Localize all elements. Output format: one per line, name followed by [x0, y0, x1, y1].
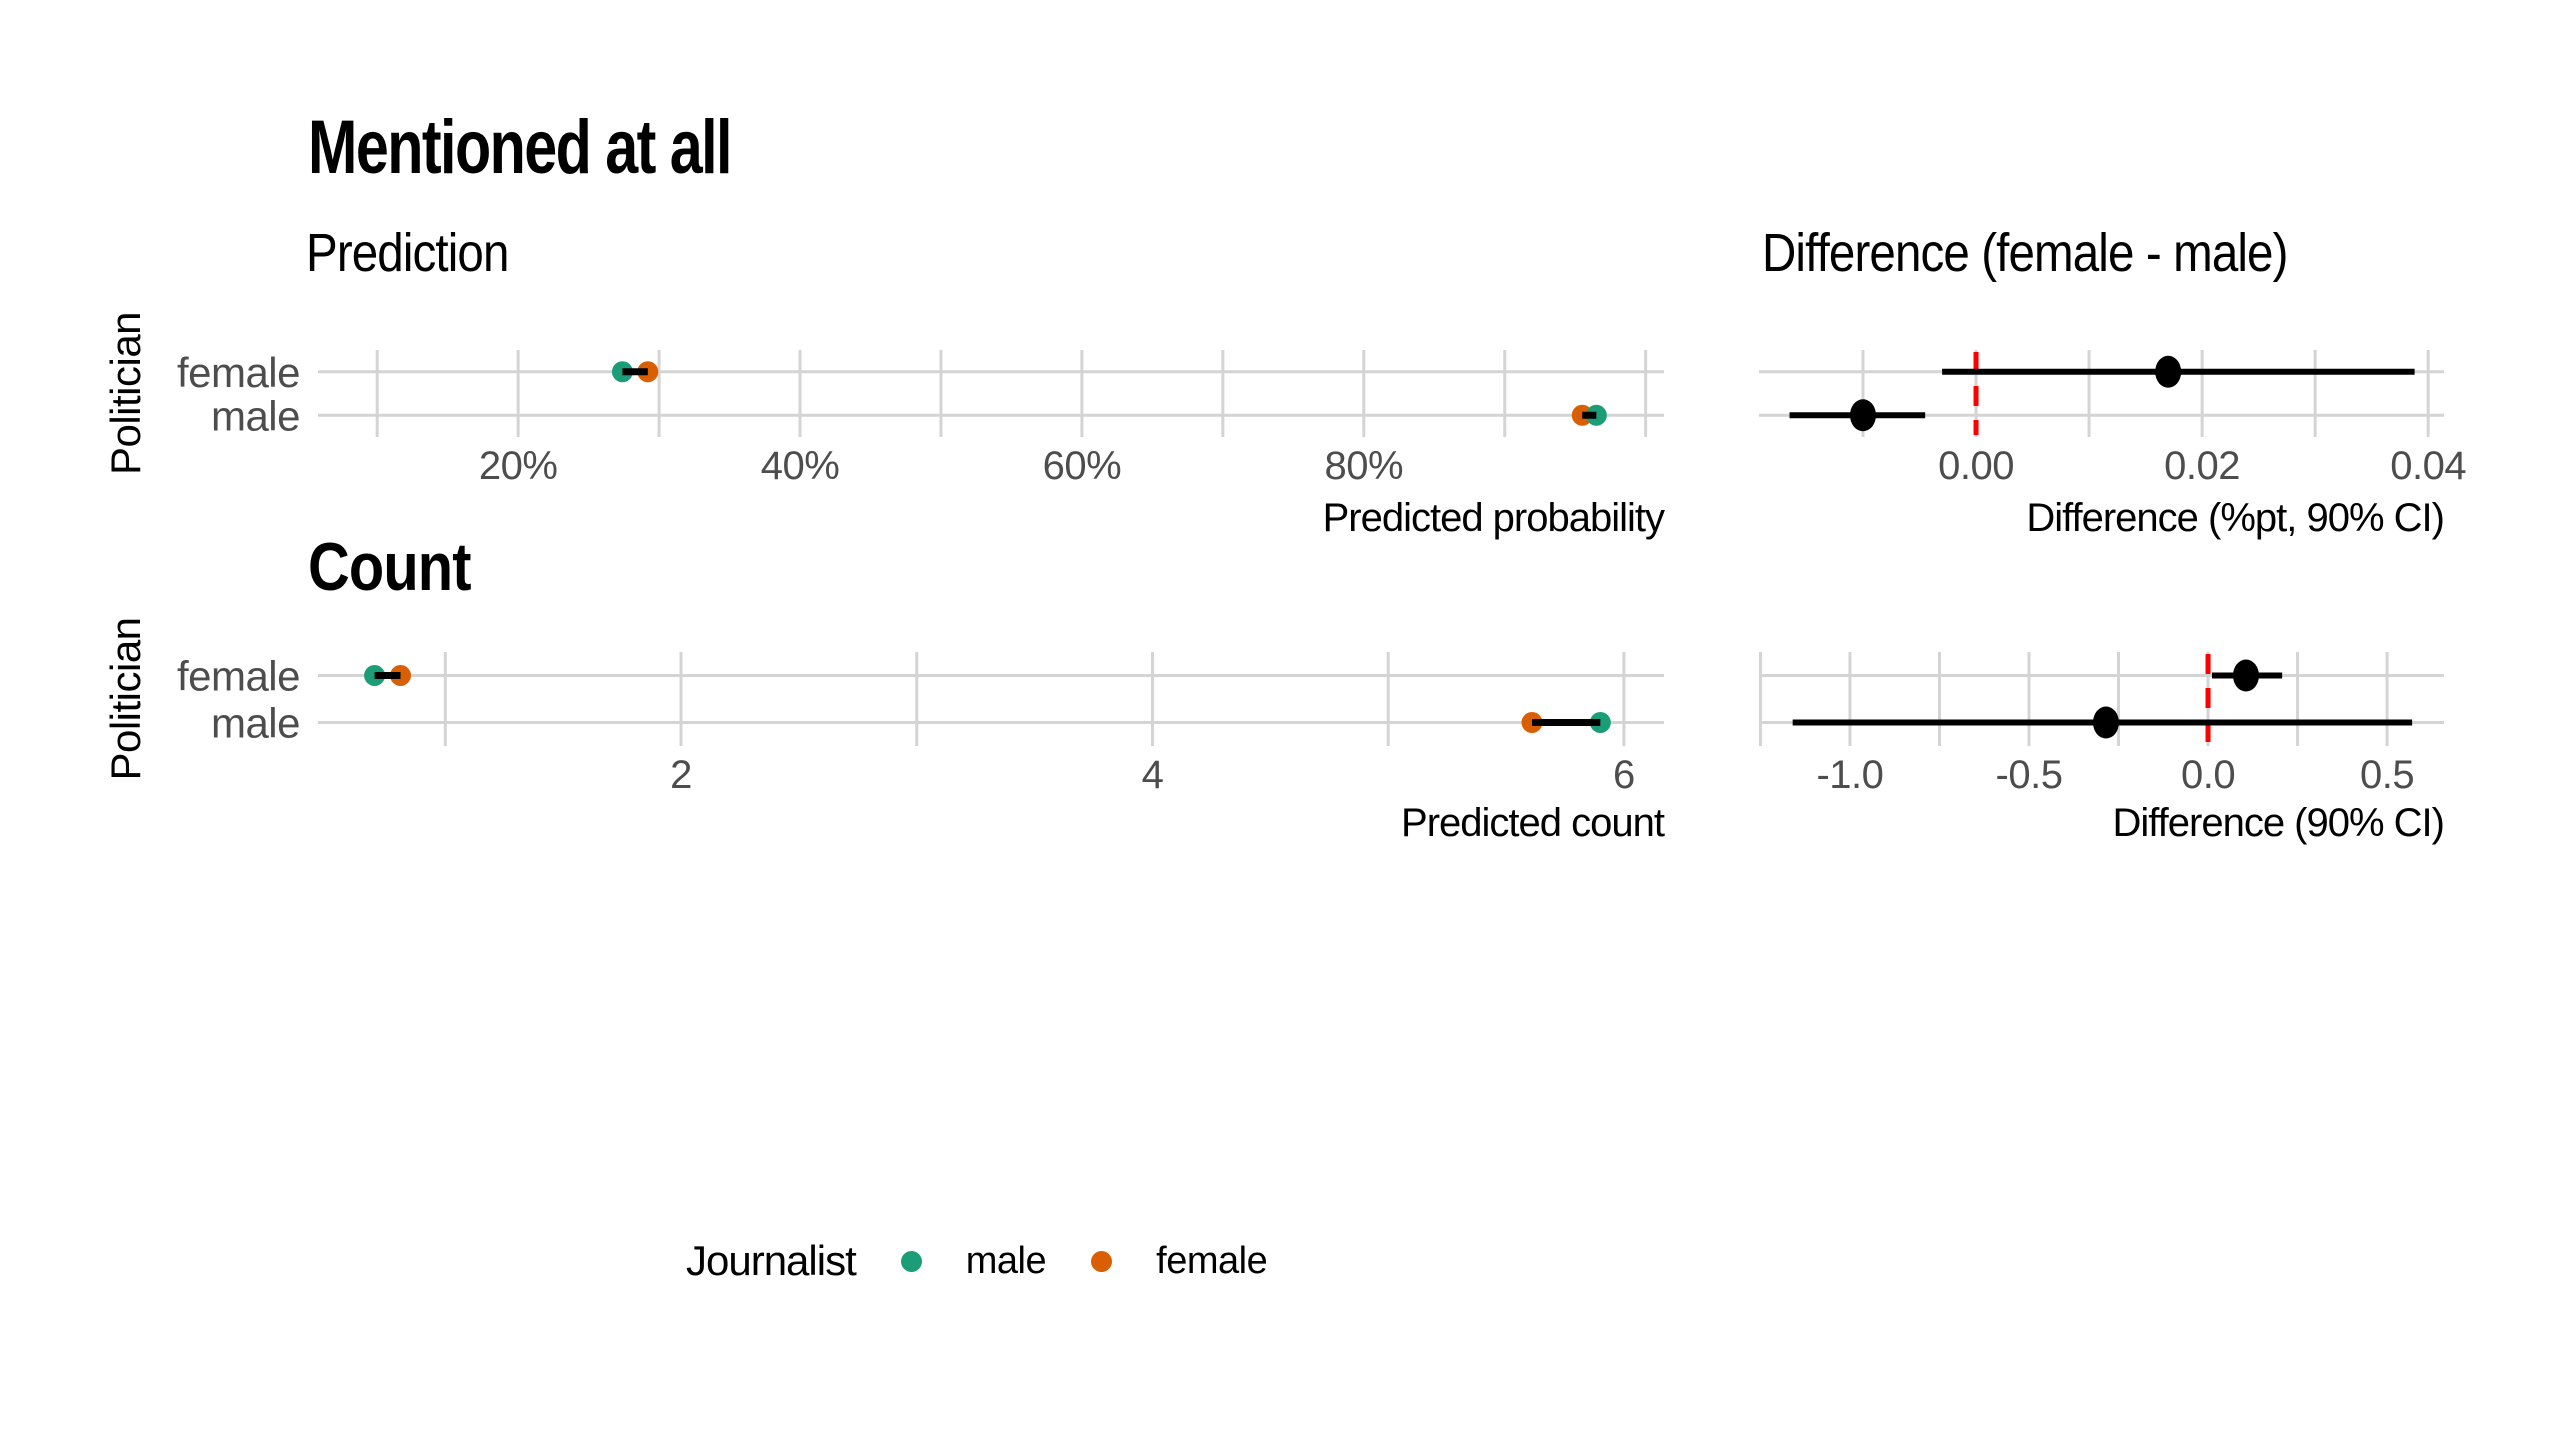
x-axis-title: Difference (%pt, 90% CI) [2026, 496, 2444, 540]
category-label-female: female [177, 349, 300, 396]
legend-item-male: male [900, 1239, 1047, 1283]
x-tick-label: 4 [1142, 753, 1164, 797]
x-tick-label: -1.0 [1816, 753, 1883, 797]
panel-prediction-probability: 20% 40% 60% 80% Predicted probability femalem… [102, 312, 1666, 540]
x-tick-label: 0.00 [1938, 444, 2014, 488]
male-journalist-dot-icon [900, 1250, 922, 1272]
x-axis-title: Predicted count [1401, 801, 1665, 845]
x-tick-label: -0.5 [1996, 753, 2063, 797]
x-tick-label: 0.5 [2360, 753, 2414, 797]
legend-label-female: female [1156, 1239, 1268, 1282]
x-tick-label: 0.02 [2164, 444, 2240, 488]
x-tick-label: 2 [670, 753, 692, 797]
x-tick-label: 20% [479, 444, 558, 488]
x-axis-title: Predicted probability [1323, 496, 1665, 540]
x-tick-label: 40% [761, 444, 840, 488]
x-tick-label: 6 [1613, 753, 1635, 797]
legend: Journalist male female [686, 1232, 1268, 1290]
estimate-point [1849, 399, 1876, 432]
category-label-female: female [177, 653, 300, 700]
legend-label-male: male [965, 1239, 1047, 1282]
section-title-count: Count [308, 529, 472, 605]
legend-item-female: female [1091, 1239, 1268, 1283]
legend-title: Journalist [686, 1237, 857, 1284]
panel-title-prediction: Prediction [306, 223, 509, 283]
figure-title: Mentioned at all [308, 105, 733, 190]
panel-difference-probability: 0.00 0.02 0.04 Difference (%pt, 90% CI) [1759, 350, 2467, 540]
x-tick-label: 0.04 [2390, 444, 2466, 488]
x-tick-label: 60% [1043, 444, 1122, 488]
estimate-point [2092, 706, 2119, 739]
category-label-male: male [211, 700, 300, 747]
y-axis-title: Politician [102, 312, 149, 475]
estimate-point [2155, 355, 2182, 388]
x-tick-label: 0.0 [2181, 753, 2235, 797]
female-journalist-dot-icon [1091, 1250, 1113, 1272]
estimate-point [2232, 659, 2259, 692]
x-axis-title: Difference (90% CI) [2112, 801, 2444, 845]
x-tick-label: 80% [1325, 444, 1404, 488]
y-axis-title: Politician [102, 617, 149, 780]
category-label-male: male [211, 392, 300, 439]
panel-title-difference: Difference (female - male) [1762, 223, 2288, 283]
